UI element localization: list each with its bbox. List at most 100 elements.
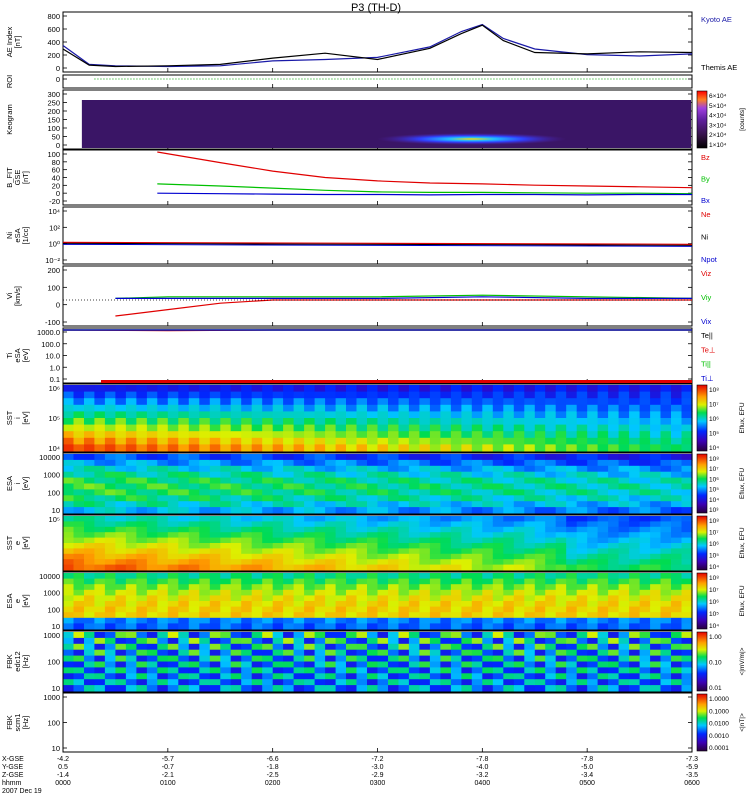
spectrogram-cell (230, 437, 242, 445)
spectrogram-cell (199, 685, 211, 692)
spectrogram-cell (230, 385, 242, 393)
spectrogram-cell (251, 667, 263, 674)
spectrogram-cell (84, 418, 96, 426)
spectrogram-cell (314, 584, 326, 591)
spectrogram-cell (73, 643, 85, 651)
y-tick-label: 50 (52, 133, 60, 142)
spectrogram-cell (272, 667, 284, 674)
spectrogram-cell (534, 495, 546, 502)
spectrogram-cell (272, 477, 284, 485)
spectrogram-cell (335, 667, 347, 674)
spectrogram-cell (199, 606, 211, 613)
spectrogram-cell (587, 385, 599, 393)
spectrogram-cell (314, 385, 326, 393)
auroral-brightening (376, 133, 567, 145)
spectrogram-cell (220, 495, 232, 502)
colorbar-tick-label: 10⁸ (709, 387, 719, 394)
spectrogram-cell (262, 667, 274, 674)
y-tick-label: 0 (56, 75, 60, 84)
spectrogram-cell (650, 537, 662, 544)
spectrogram-cell (251, 516, 263, 522)
spectrogram-cell (471, 437, 483, 445)
spectrogram-cell (104, 548, 116, 555)
spectrogram-cell (63, 398, 75, 406)
spectrogram-cell (356, 667, 368, 674)
spectrogram-cell (272, 521, 284, 528)
spectrogram-cell (524, 465, 536, 473)
spectrogram-cell (503, 437, 515, 445)
spectrogram-cell (167, 526, 179, 533)
spectrogram-cell (660, 632, 672, 639)
spectrogram-cell (188, 526, 200, 533)
spectrogram-cell (503, 667, 515, 674)
spectrogram-cell (461, 667, 473, 674)
spectrogram-cell (608, 679, 620, 686)
spectrogram-cell (377, 532, 389, 539)
spectrogram-cell (167, 501, 179, 508)
spectrogram-cell (272, 418, 284, 426)
spectrogram-cell (304, 532, 316, 539)
spectrogram-cell (450, 471, 462, 479)
spectrogram-cell (429, 424, 441, 432)
spectrogram-cell (304, 454, 316, 461)
spectrogram-cell (450, 385, 462, 393)
spectrogram-cell (262, 543, 274, 549)
spectrogram-cell (608, 643, 620, 651)
spectrogram-cell (230, 623, 242, 630)
spectrogram-cell (304, 573, 316, 580)
spectrogram-cell (94, 612, 106, 619)
spectrogram-cell (335, 595, 347, 602)
spectrogram-cell (220, 471, 232, 479)
spectrogram-cell (408, 495, 420, 502)
spectrogram-cell (450, 543, 462, 549)
spectrogram-cell (429, 543, 441, 549)
spectrogram-cell (167, 637, 179, 645)
spectrogram-cell (419, 516, 431, 522)
series-Ni (62, 242, 693, 246)
spectrogram-cell (125, 617, 137, 624)
spectrogram-cell (482, 595, 494, 602)
spectrogram-cell (429, 477, 441, 485)
spectrogram-cell (618, 459, 630, 467)
spectrogram-cell (241, 471, 253, 479)
spectrogram-cell (272, 595, 284, 602)
spectrogram-cell (629, 477, 641, 485)
spectrogram-cell (513, 495, 525, 502)
spectrogram-cell (450, 489, 462, 496)
spectrogram-cell (650, 548, 662, 555)
spectrogram-cell (629, 418, 641, 426)
spectrogram-cell (492, 573, 504, 580)
spectrogram-cell (125, 411, 137, 419)
spectrogram-cell (367, 578, 379, 585)
spectrogram-cell (419, 507, 431, 514)
spectrogram-cell (367, 655, 379, 663)
spectrogram-cell (230, 612, 242, 619)
spectrogram-cell (146, 679, 158, 686)
spectrogram-cell (367, 667, 379, 674)
spectrogram-cell (639, 471, 651, 479)
spectrogram-cell (555, 685, 567, 692)
axis-row-value: -5.7 (162, 756, 174, 763)
spectrogram-cell (367, 685, 379, 692)
spectrogram-cell (681, 483, 693, 490)
spectrogram-cell (492, 661, 504, 668)
spectrogram-cell (482, 465, 494, 473)
spectrogram-cell (356, 564, 368, 571)
spectrogram-cell (555, 537, 567, 544)
spectrogram-cell (681, 543, 693, 549)
spectrogram-cell (608, 573, 620, 580)
spectrogram-cell (272, 483, 284, 490)
spectrogram-cell (388, 548, 400, 555)
spectrogram-cell (125, 501, 137, 508)
colorbar-tick-label: 10⁶ (709, 541, 719, 548)
spectrogram-cell (555, 404, 567, 412)
spectrogram-cell (178, 584, 190, 591)
spectrogram-cell (157, 584, 169, 591)
spectrogram-cell (576, 543, 588, 549)
spectrogram-cell (293, 548, 305, 555)
spectrogram-cell (94, 477, 106, 485)
spectrogram-cell (188, 489, 200, 496)
spectrogram-cell (293, 471, 305, 479)
